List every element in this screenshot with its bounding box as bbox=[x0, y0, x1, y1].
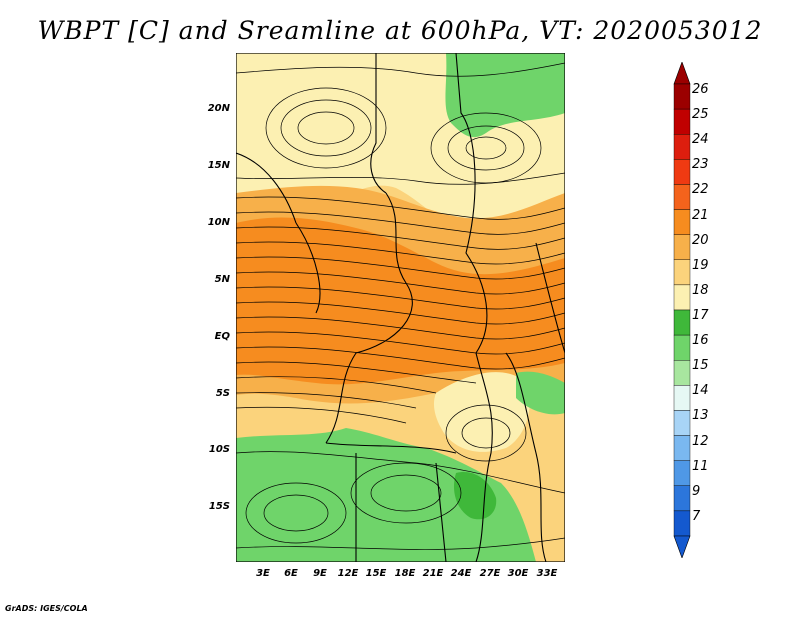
colorbar-label: 16 bbox=[692, 333, 709, 349]
colorbar-label: 14 bbox=[692, 383, 709, 399]
colorbar-segment bbox=[673, 435, 691, 461]
lat-label-20n: 20N bbox=[207, 103, 230, 114]
colorbar-label: 9 bbox=[692, 483, 701, 499]
colorbar-label: 15 bbox=[692, 358, 709, 374]
wbpt-field-ne-green bbox=[445, 53, 565, 138]
colorbar-label: 24 bbox=[692, 132, 709, 148]
lat-label-10n: 10N bbox=[207, 217, 230, 228]
streamlines bbox=[236, 62, 565, 550]
lon-label-18e: 18E bbox=[394, 568, 416, 579]
colorbar-segment bbox=[673, 485, 691, 512]
colorbar-label: 25 bbox=[692, 107, 709, 123]
colorbar-label: 18 bbox=[692, 282, 709, 298]
lon-label-15e: 15E bbox=[365, 568, 387, 579]
lat-label-10s: 10S bbox=[208, 444, 230, 455]
colorbar-label: 20 bbox=[692, 232, 709, 248]
lon-label-9e: 9E bbox=[313, 568, 327, 579]
colorbar-label: 22 bbox=[692, 182, 709, 198]
colorbar-segment bbox=[673, 234, 691, 260]
lon-label-3e: 3E bbox=[256, 568, 270, 579]
colorbar-label: 19 bbox=[692, 257, 709, 273]
colorbar-segment bbox=[673, 184, 691, 210]
colorbar-label: 26 bbox=[692, 82, 709, 97]
lat-label-15n: 15N bbox=[207, 160, 230, 171]
lon-label-12e: 12E bbox=[337, 568, 359, 579]
lat-label-5n: 5N bbox=[214, 274, 230, 285]
lon-label-24e: 24E bbox=[450, 568, 472, 579]
colorbar-segment bbox=[673, 334, 691, 361]
colorbar-segment bbox=[673, 83, 691, 110]
colorbar-segment bbox=[673, 410, 691, 436]
wbpt-field-east-green bbox=[516, 371, 565, 415]
colorbar-segment bbox=[673, 134, 691, 160]
colorbar-label: 21 bbox=[692, 207, 709, 223]
lat-label-15s: 15S bbox=[208, 501, 230, 512]
lat-label-eq: EQ bbox=[214, 331, 230, 342]
colorbar-label: 23 bbox=[692, 157, 709, 173]
colorbar-segment bbox=[673, 360, 691, 386]
lon-label-33e: 33E bbox=[536, 568, 558, 579]
lon-label-30e: 30E bbox=[507, 568, 529, 579]
map-title: WBPT [C] and Sreamline at 600hPa, VT: 20… bbox=[37, 16, 763, 45]
wbpt-field-east-pocket bbox=[433, 372, 530, 452]
colorbar-segment bbox=[673, 309, 691, 336]
lon-label-27e: 27E bbox=[479, 568, 501, 579]
colorbar-segment bbox=[673, 108, 691, 135]
colorbar-segment bbox=[673, 259, 691, 286]
wbpt-field-south-green bbox=[236, 428, 536, 562]
colorbar-segment bbox=[673, 284, 691, 311]
map-panel bbox=[236, 53, 565, 562]
colorbar-segment bbox=[673, 209, 691, 235]
colorbar-top-arrow bbox=[673, 62, 691, 85]
colorbar-segment bbox=[673, 460, 691, 486]
lon-label-6e: 6E bbox=[284, 568, 298, 579]
colorbar-segment bbox=[673, 159, 691, 185]
colorbar-label: 17 bbox=[692, 308, 709, 323]
colorbar-label: 12 bbox=[692, 433, 709, 449]
colorbar-label: 13 bbox=[692, 408, 709, 424]
colorbar-segment bbox=[673, 385, 691, 411]
colorbar bbox=[673, 62, 691, 558]
colorbar-bottom-arrow bbox=[673, 535, 691, 558]
lon-label-21e: 21E bbox=[422, 568, 444, 579]
colorbar-segment bbox=[673, 510, 691, 537]
colorbar-label: 7 bbox=[692, 508, 701, 524]
colorbar-label: 11 bbox=[692, 458, 709, 474]
country-borders bbox=[236, 53, 565, 562]
credit-text: GrADS: IGES/COLA bbox=[5, 604, 88, 613]
lat-label-5s: 5S bbox=[215, 388, 230, 399]
